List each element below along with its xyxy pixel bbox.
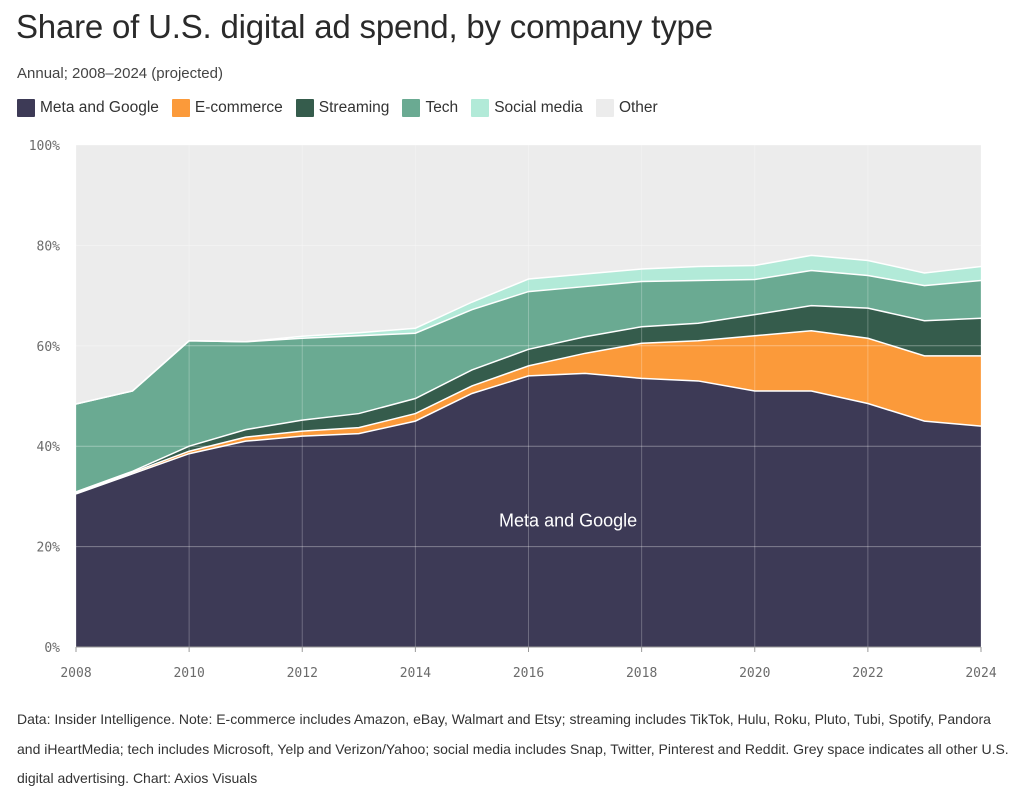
- legend-swatch-e-commerce: [171, 99, 190, 117]
- chart-footnote: Data: Insider Intelligence. Note: E-comm…: [17, 711, 1009, 786]
- area-label-meta-and-google: Meta and Google: [499, 511, 637, 531]
- legend-label-meta-and-google: Meta and Google: [40, 99, 159, 116]
- area-streaming: [76, 305, 981, 493]
- area-tech: [76, 270, 981, 492]
- chart-legend: Meta and Google E-commerce Streaming Tech So…: [17, 99, 671, 117]
- legend-label-e-commerce: E-commerce: [194, 99, 283, 116]
- legend-swatch-meta-and-google: [17, 99, 35, 117]
- boundary-line-e-commerce: [75, 329, 981, 494]
- legend-item-social-media: Social media: [471, 99, 583, 117]
- area-social-media: [76, 255, 981, 405]
- area-meta-and-google: [76, 373, 981, 647]
- boundary-line-meta-and-google: [75, 372, 982, 495]
- legend-item-other: Other: [595, 99, 658, 117]
- legend-item-e-commerce: E-commerce: [171, 99, 283, 117]
- area-e-commerce: [76, 330, 981, 494]
- legend-label-other: Other: [618, 99, 658, 116]
- legend-item-streaming: Streaming: [295, 99, 390, 117]
- y-axis: 0% 20% 40% 60% 80% 100%: [29, 139, 60, 656]
- x-tick-label: 2018: [626, 666, 657, 681]
- y-tick-label: 100%: [29, 139, 60, 154]
- legend-label-social-media: Social media: [494, 99, 583, 116]
- legend-swatch-other: [595, 99, 614, 117]
- x-tick-label: 2014: [400, 666, 431, 681]
- legend-swatch-social-media: [471, 99, 490, 117]
- legend-label-tech: Tech: [425, 99, 459, 116]
- legend-item-tech: Tech: [402, 99, 458, 117]
- boundary-line-streaming: [75, 304, 982, 493]
- x-tick-label: 2008: [60, 666, 91, 681]
- stacked-area-chart: 0%20%40%60%80%100%2008 2010 2012 2014 2016 20…: [29, 139, 997, 681]
- area-other: [76, 145, 981, 405]
- boundary-line-social-media: [75, 254, 982, 405]
- chart-title: Share of U.S. digital ad spend, by compa…: [16, 8, 713, 45]
- x-tick-label: 2010: [173, 666, 204, 681]
- y-tick-label: 80%: [37, 239, 61, 254]
- gridlines: [75, 144, 994, 647]
- y-tick-label: 60%: [37, 340, 61, 355]
- x-tick-label: 2016: [513, 666, 544, 681]
- y-tick-label: 40%: [37, 440, 61, 455]
- area-series-group: [76, 145, 981, 647]
- legend-swatch-tech: [402, 99, 421, 117]
- x-tick-label: 2024: [965, 666, 996, 681]
- chart-subtitle: Annual; 2008–2024 (projected): [17, 65, 223, 82]
- x-tick-label: 2020: [739, 666, 770, 681]
- legend-label-streaming: Streaming: [318, 99, 390, 116]
- x-axis: 2008 2010 2012 2014 2016 2018 2020 2022 2024: [60, 647, 997, 681]
- legend-item-meta-and-google: Meta and Google: [17, 99, 159, 117]
- x-tick-label: 2022: [852, 666, 883, 681]
- legend-swatch-streaming: [295, 99, 314, 117]
- y-tick-label: 0%: [44, 641, 60, 656]
- x-tick-label: 2012: [287, 666, 318, 681]
- area-boundary-lines: [75, 254, 982, 495]
- y-tick-label: 20%: [37, 541, 61, 556]
